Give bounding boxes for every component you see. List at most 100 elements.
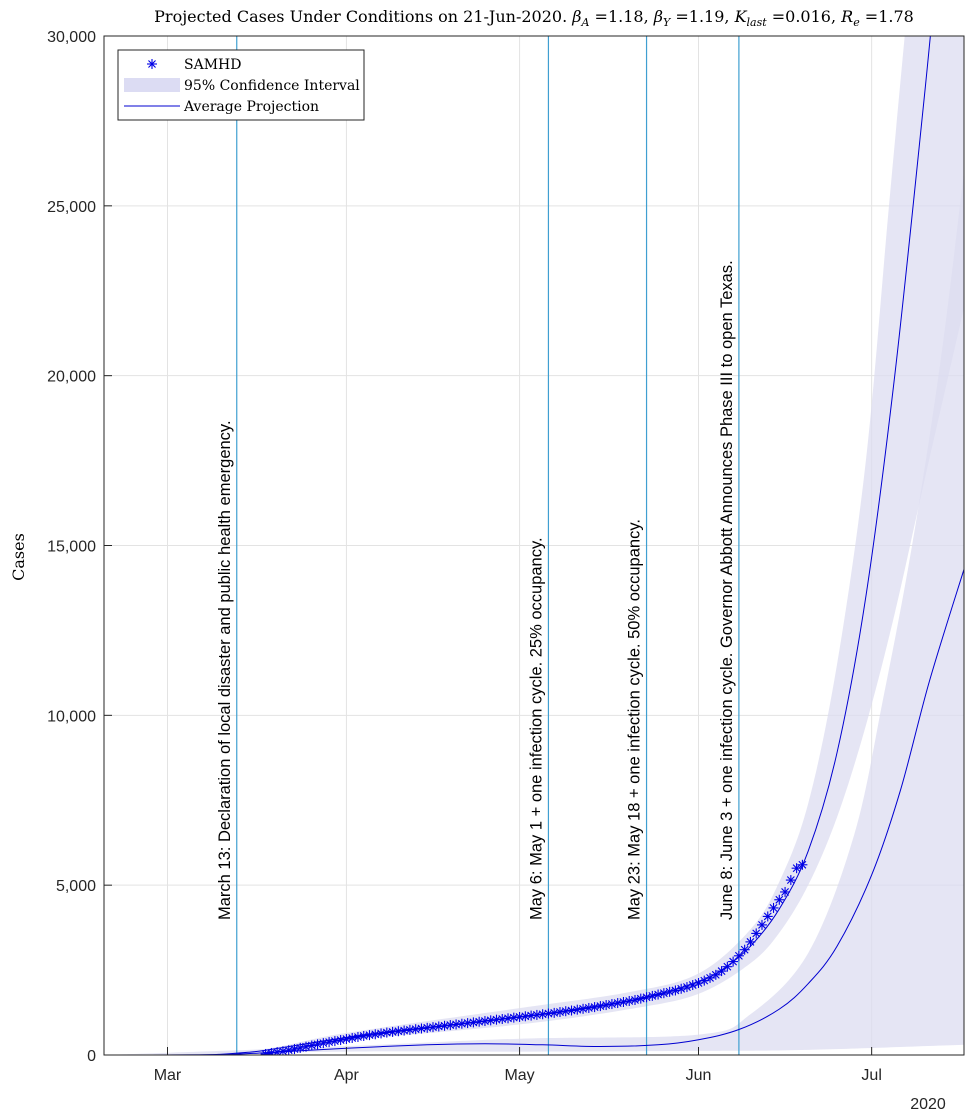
samhd-marker [710, 969, 721, 980]
marker-stroke [354, 1033, 362, 1041]
marker-stroke [758, 920, 766, 929]
y-tick-label: 30,000 [47, 29, 96, 46]
y-tick-label: 25,000 [47, 199, 96, 216]
marker-stroke [602, 1001, 611, 1009]
title-param-value: =0.016, [767, 7, 841, 26]
marker-stroke [521, 1012, 530, 1021]
samhd-marker [756, 919, 767, 930]
samhd-marker [745, 936, 756, 947]
marker-stroke [377, 1029, 385, 1038]
samhd-marker [739, 944, 750, 955]
title-param-sub: e [853, 16, 860, 29]
confidence-band [104, 36, 964, 1055]
samhd-marker [653, 989, 664, 1000]
marker-stroke [348, 1034, 357, 1042]
marker-stroke [365, 1031, 374, 1040]
marker-stroke [625, 997, 634, 1005]
samhd-marker [508, 1012, 519, 1023]
samhd-marker [733, 950, 744, 961]
projection-line [104, 569, 964, 1055]
confidence-bands [104, 36, 964, 1055]
marker-stroke [302, 1042, 310, 1051]
marker-stroke [434, 1022, 443, 1031]
y-axis-label: Cases [9, 533, 28, 581]
marker-stroke [330, 1037, 339, 1045]
marker-stroke [475, 1017, 484, 1026]
event-label: March 13: Declaration of local disaster … [216, 420, 234, 920]
title-param-sub: A [581, 16, 590, 29]
y-tick-label: 10,000 [47, 708, 96, 725]
marker-stroke [677, 984, 686, 993]
marker-stroke [671, 986, 680, 995]
y-tick-label: 20,000 [47, 369, 96, 386]
x-axis-year-label: 2020 [910, 1096, 946, 1113]
samhd-marker [716, 966, 727, 977]
event-label: May 6: May 1 + one infection cycle. 25% … [527, 537, 545, 920]
marker-stroke [619, 998, 628, 1006]
samhd-marker [277, 1046, 288, 1055]
marker-stroke [263, 1050, 270, 1055]
marker-stroke [556, 1008, 564, 1016]
marker-stroke [371, 1030, 380, 1039]
marker-stroke [342, 1035, 351, 1043]
marker-stroke [336, 1036, 345, 1044]
marker-stroke [400, 1026, 409, 1035]
samhd-marker [762, 911, 773, 922]
marker-stroke [659, 989, 668, 998]
y-tick-label: 5,000 [56, 878, 96, 895]
marker-stroke [296, 1043, 305, 1052]
samhd-marker [774, 894, 785, 905]
legend-entry-label: SAMHD [184, 57, 241, 73]
legend-marker-icon [147, 59, 157, 69]
marker-stroke [307, 1041, 316, 1050]
title-param-sub: Y [663, 16, 672, 29]
marker-stroke [498, 1015, 507, 1023]
marker-stroke [423, 1023, 432, 1032]
marker-stroke [515, 1013, 524, 1021]
marker-stroke [561, 1007, 570, 1016]
title-param-symbol: K [734, 7, 748, 26]
marker-stroke [279, 1047, 287, 1055]
samhd-marker [266, 1047, 277, 1055]
title-param-symbol: R [840, 7, 853, 26]
title-prefix: Projected Cases Under Conditions on 21-J… [154, 7, 572, 26]
marker-stroke [148, 60, 156, 68]
samhd-marker [583, 1002, 594, 1013]
marker-stroke [359, 1032, 368, 1040]
samhd-marker [797, 859, 808, 870]
samhd-marker [393, 1026, 404, 1037]
marker-stroke [665, 987, 674, 996]
marker-stroke [734, 951, 743, 960]
marker-stroke [648, 991, 657, 1000]
marker-stroke [405, 1025, 414, 1034]
title-param-value: =1.18, [589, 7, 653, 26]
samhd-marker [630, 994, 641, 1005]
marker-stroke [492, 1015, 501, 1024]
x-tick-label: May [504, 1067, 534, 1084]
marker-stroke [313, 1040, 322, 1049]
marker-stroke [429, 1023, 437, 1032]
marker-stroke [440, 1021, 449, 1030]
marker-stroke [636, 994, 645, 1003]
marker-stroke [752, 929, 761, 938]
marker-stroke [781, 888, 789, 896]
grid [104, 35, 964, 1056]
samhd-marker [347, 1033, 358, 1044]
samhd-marker [531, 1009, 542, 1020]
marker-stroke [509, 1013, 518, 1022]
marker-stroke [290, 1045, 299, 1053]
legend-entry-label: Average Projection [183, 99, 319, 115]
marker-stroke [532, 1010, 541, 1019]
event-label: May 23: May 18 + one infection cycle. 50… [626, 519, 644, 920]
marker-stroke [411, 1025, 420, 1034]
legend: SAMHD 95% Confidence Interval Average Proj… [117, 49, 365, 121]
marker-stroke [486, 1016, 495, 1025]
marker-stroke [550, 1008, 559, 1017]
marker-stroke [775, 895, 784, 904]
marker-stroke [654, 990, 663, 999]
marker-stroke [567, 1006, 576, 1015]
legend-patch-icon [124, 78, 180, 92]
samhd-marker [768, 902, 779, 913]
marker-stroke [711, 970, 720, 979]
